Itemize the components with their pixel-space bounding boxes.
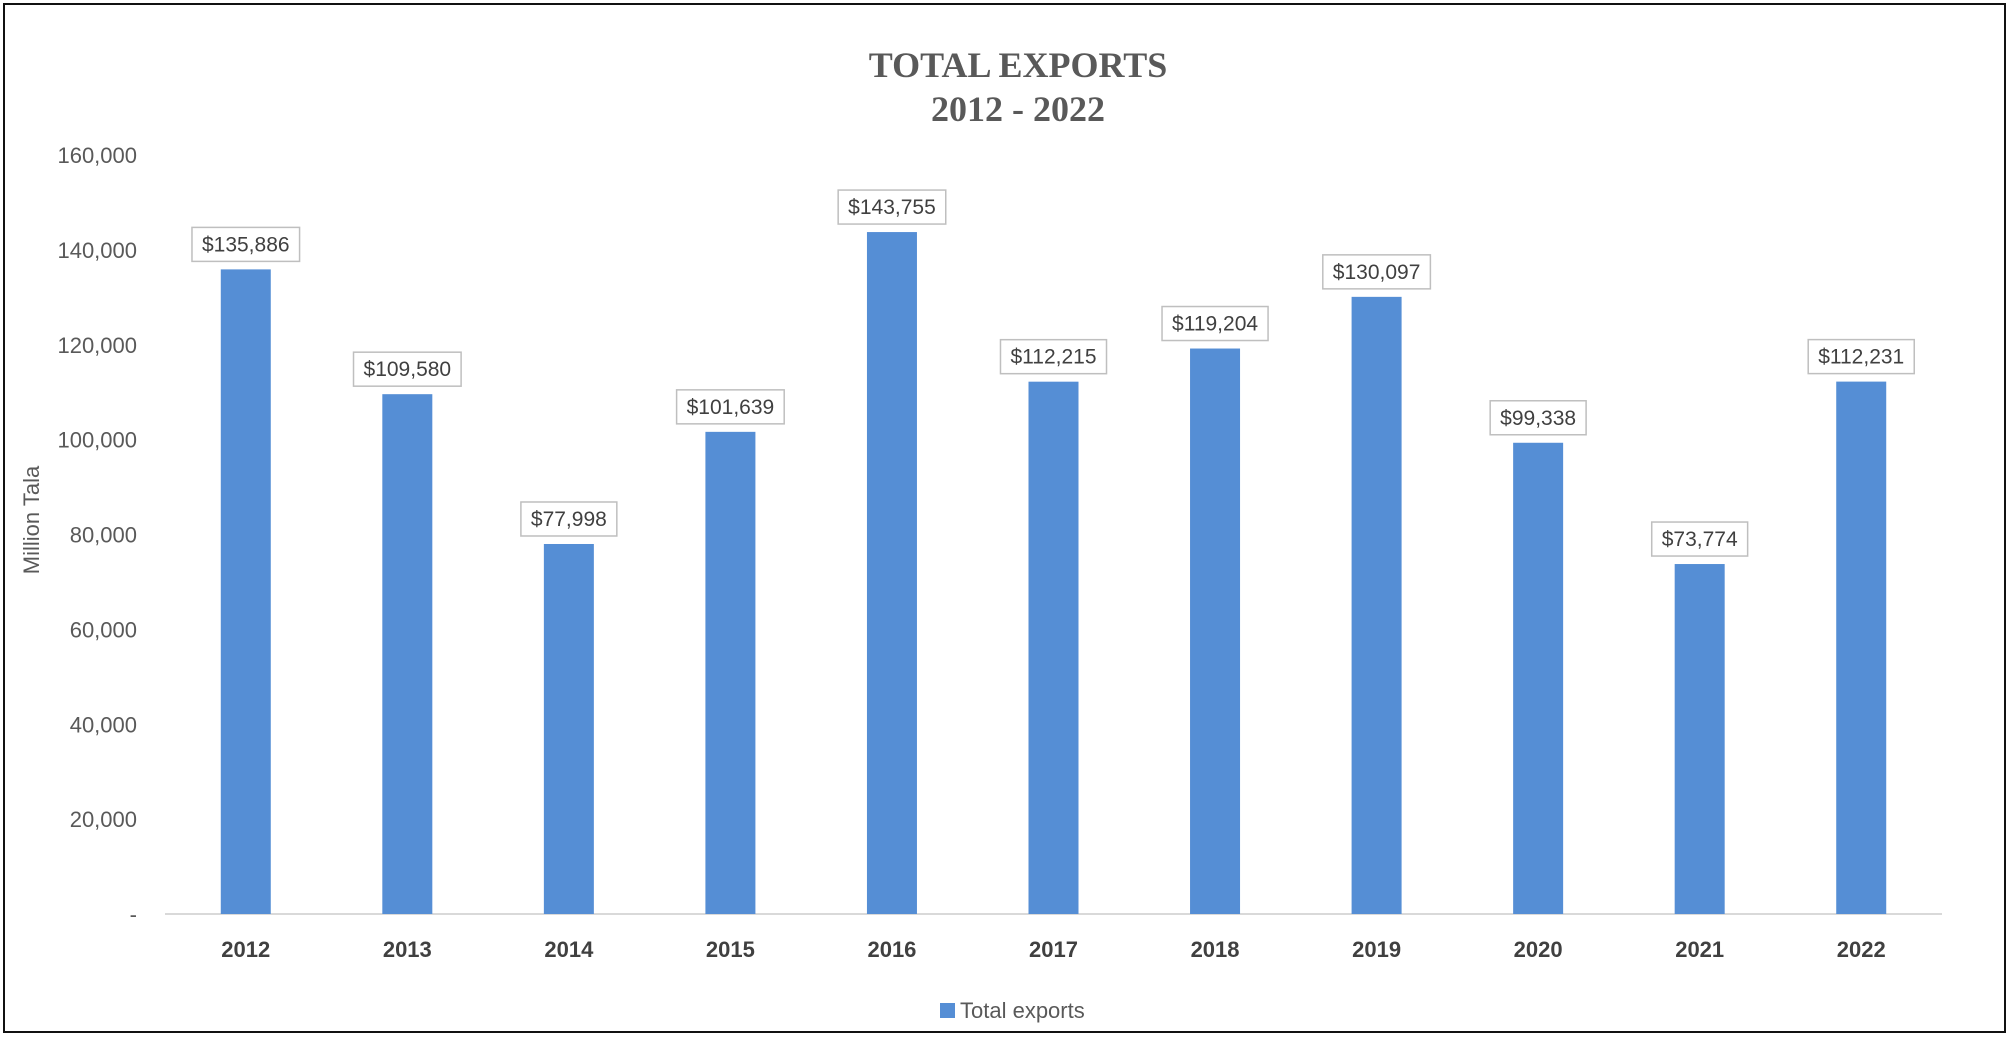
bar-2017 <box>1028 381 1079 915</box>
data-label-2013: $109,580 <box>352 351 462 387</box>
x-tick-label: 2022 <box>1837 937 1886 962</box>
x-tick-label: 2019 <box>1352 937 1401 962</box>
y-tick-label: - <box>130 902 137 927</box>
bar-2015 <box>705 431 756 914</box>
y-tick-label: 40,000 <box>70 712 137 737</box>
y-tick-label: 60,000 <box>70 617 137 642</box>
x-tick-label: 2014 <box>544 937 594 962</box>
x-tick-label: 2013 <box>383 937 432 962</box>
data-label-2017: $112,215 <box>999 338 1108 375</box>
x-tick-label: 2012 <box>221 937 270 962</box>
data-label-text: $99,338 <box>1500 407 1576 430</box>
data-label-box <box>191 226 301 263</box>
x-tick-label: 2017 <box>1029 937 1078 962</box>
data-label-2022: $112,231 <box>1807 338 1915 375</box>
data-label-2012: $135,886 <box>191 226 301 263</box>
data-label-2016: $143,755 <box>837 189 947 225</box>
x-tick-label: 2018 <box>1191 937 1240 962</box>
bars <box>220 232 1887 915</box>
data-label-text: $119,204 <box>1172 313 1258 336</box>
chart-frame: TOTAL EXPORTS 2012 - 2022 Million Tala -… <box>3 3 2006 1033</box>
total-exports-chart: TOTAL EXPORTS 2012 - 2022 Million Tala -… <box>19 45 1942 1023</box>
y-tick-label: 20,000 <box>70 807 137 832</box>
data-label-box <box>1650 521 1749 557</box>
data-label-text: $112,231 <box>1818 346 1904 369</box>
data-label-2021: $73,774 <box>1650 521 1749 557</box>
data-label-text: $130,097 <box>1333 261 1421 284</box>
data-label-box <box>1807 338 1915 375</box>
x-axis-ticks: 2012 2013 2014 2015 2016 2017 2018 2019 2020 2021… <box>221 937 1885 962</box>
chart-title-line-1: TOTAL EXPORTS <box>869 45 1168 85</box>
bar-2022 <box>1836 381 1887 914</box>
bar-2020 <box>1513 442 1564 914</box>
data-label-box <box>1322 254 1432 290</box>
chart-title: TOTAL EXPORTS 2012 - 2022 <box>869 45 1168 129</box>
data-label-box <box>1161 305 1269 342</box>
data-label-2020: $99,338 <box>1489 400 1587 436</box>
data-label-box <box>352 351 462 387</box>
y-tick-label: 100,000 <box>57 428 137 453</box>
data-label-text: $112,215 <box>1010 346 1096 369</box>
data-label-text: $143,755 <box>848 196 936 219</box>
data-label-text: $101,639 <box>687 396 775 419</box>
data-label-2019: $130,097 <box>1322 254 1432 290</box>
data-label-box <box>520 501 618 537</box>
data-label-text: $77,998 <box>531 508 607 531</box>
data-label-box <box>837 189 947 225</box>
data-label-box <box>675 389 785 425</box>
y-axis-label: Million Tala <box>19 465 44 574</box>
data-label-2014: $77,998 <box>520 501 618 537</box>
y-tick-label: 160,000 <box>57 143 137 168</box>
data-label-box <box>1489 400 1587 436</box>
bar-2021 <box>1674 564 1725 914</box>
data-label-text: $73,774 <box>1662 528 1738 551</box>
legend-swatch-total-exports <box>940 1003 955 1018</box>
legend: Total exports <box>940 998 1085 1023</box>
chart-title-line-2: 2012 - 2022 <box>931 89 1105 129</box>
data-label-text: $135,886 <box>202 233 290 256</box>
bar-2019 <box>1351 296 1402 914</box>
x-tick-label: 2015 <box>706 937 755 962</box>
data-label-box <box>999 338 1108 375</box>
data-label-2018: $119,204 <box>1161 305 1269 342</box>
bar-2018 <box>1190 348 1241 915</box>
x-tick-label: 2021 <box>1675 937 1724 962</box>
bar-2016 <box>866 232 917 914</box>
legend-label-total-exports: Total exports <box>960 998 1085 1023</box>
y-axis-ticks: - 20,000 40,000 60,000 80,000 100,000 120,000 1… <box>57 143 137 927</box>
bar-2012 <box>220 269 271 915</box>
data-label-text: $109,580 <box>364 358 452 381</box>
x-tick-label: 2016 <box>867 937 916 962</box>
data-label-2015: $101,639 <box>675 389 785 425</box>
x-tick-label: 2020 <box>1514 937 1563 962</box>
bar-2013 <box>382 394 433 914</box>
y-tick-label: 80,000 <box>70 523 137 548</box>
bar-2014 <box>543 543 594 914</box>
data-labels: $135,886 $109,580 $77,998 $101,639 $143,755 $… <box>191 189 1915 557</box>
y-tick-label: 120,000 <box>57 333 137 358</box>
y-tick-label: 140,000 <box>57 238 137 263</box>
